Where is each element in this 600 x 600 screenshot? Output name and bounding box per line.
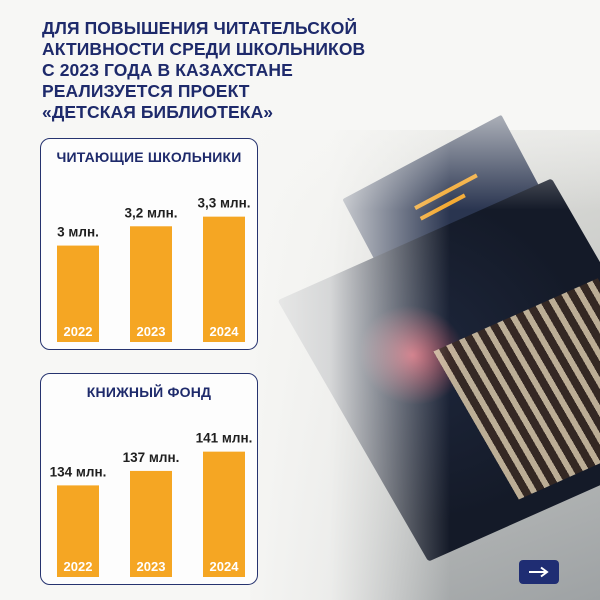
bar-value-label: 3 млн. bbox=[57, 225, 99, 240]
bar-value-label: 3,3 млн. bbox=[198, 196, 251, 211]
chart-panel-book-fund: КНИЖНЫЙ ФОНД 134 млн. 2022 137 млн. 2023 141… bbox=[40, 373, 258, 585]
chart-readers: 3 млн. 2022 3,2 млн. 2023 3,3 млн. 2024 bbox=[57, 196, 251, 342]
bar-2022 bbox=[57, 485, 99, 577]
chart-panel-readers: ЧИТАЮЩИЕ ШКОЛЬНИКИ 3 млн. 2022 3,2 млн. 202… bbox=[40, 138, 258, 350]
bar-category-label: 2023 bbox=[137, 559, 166, 574]
bar-2024 bbox=[203, 216, 245, 342]
next-button[interactable] bbox=[519, 560, 559, 584]
bar-2022 bbox=[57, 245, 99, 342]
chart-book-fund: 134 млн. 2022 137 млн. 2023 141 млн. 2024 bbox=[50, 431, 253, 577]
bar-category-label: 2023 bbox=[137, 324, 166, 339]
arrow-right-icon bbox=[529, 566, 549, 578]
heading-project-name: «ДЕТСКАЯ БИБЛИОТЕКА» bbox=[42, 102, 274, 122]
heading-line-3: С 2023 ГОДА В КАЗАХСТАНЕ bbox=[42, 60, 293, 80]
bar-category-label: 2024 bbox=[210, 559, 240, 574]
bar-2023 bbox=[130, 226, 172, 342]
heading-line-4: РЕАЛИЗУЕТСЯ ПРОЕКТ bbox=[42, 81, 250, 101]
bar-category-label: 2022 bbox=[64, 324, 93, 339]
heading-line-2: АКТИВНОСТИ СРЕДИ ШКОЛЬНИКОВ bbox=[42, 39, 366, 59]
chart-title: КНИЖНЫЙ ФОНД bbox=[86, 384, 212, 400]
bar-2024 bbox=[203, 451, 245, 577]
page-heading: ДЛЯ ПОВЫШЕНИЯ ЧИТАТЕЛЬСКОЙ АКТИВНОСТИ СР… bbox=[42, 18, 462, 123]
bar-category-label: 2024 bbox=[210, 324, 240, 339]
bar-category-label: 2022 bbox=[64, 559, 93, 574]
bar-value-label: 134 млн. bbox=[50, 464, 107, 479]
bar-value-label: 137 млн. bbox=[123, 450, 180, 465]
bar-2023 bbox=[130, 470, 172, 577]
bar-value-label: 141 млн. bbox=[196, 431, 253, 446]
chart-title: ЧИТАЮЩИЕ ШКОЛЬНИКИ bbox=[56, 149, 242, 165]
bar-value-label: 3,2 млн. bbox=[125, 205, 178, 220]
heading-line-1: ДЛЯ ПОВЫШЕНИЯ ЧИТАТЕЛЬСКОЙ bbox=[42, 18, 358, 38]
